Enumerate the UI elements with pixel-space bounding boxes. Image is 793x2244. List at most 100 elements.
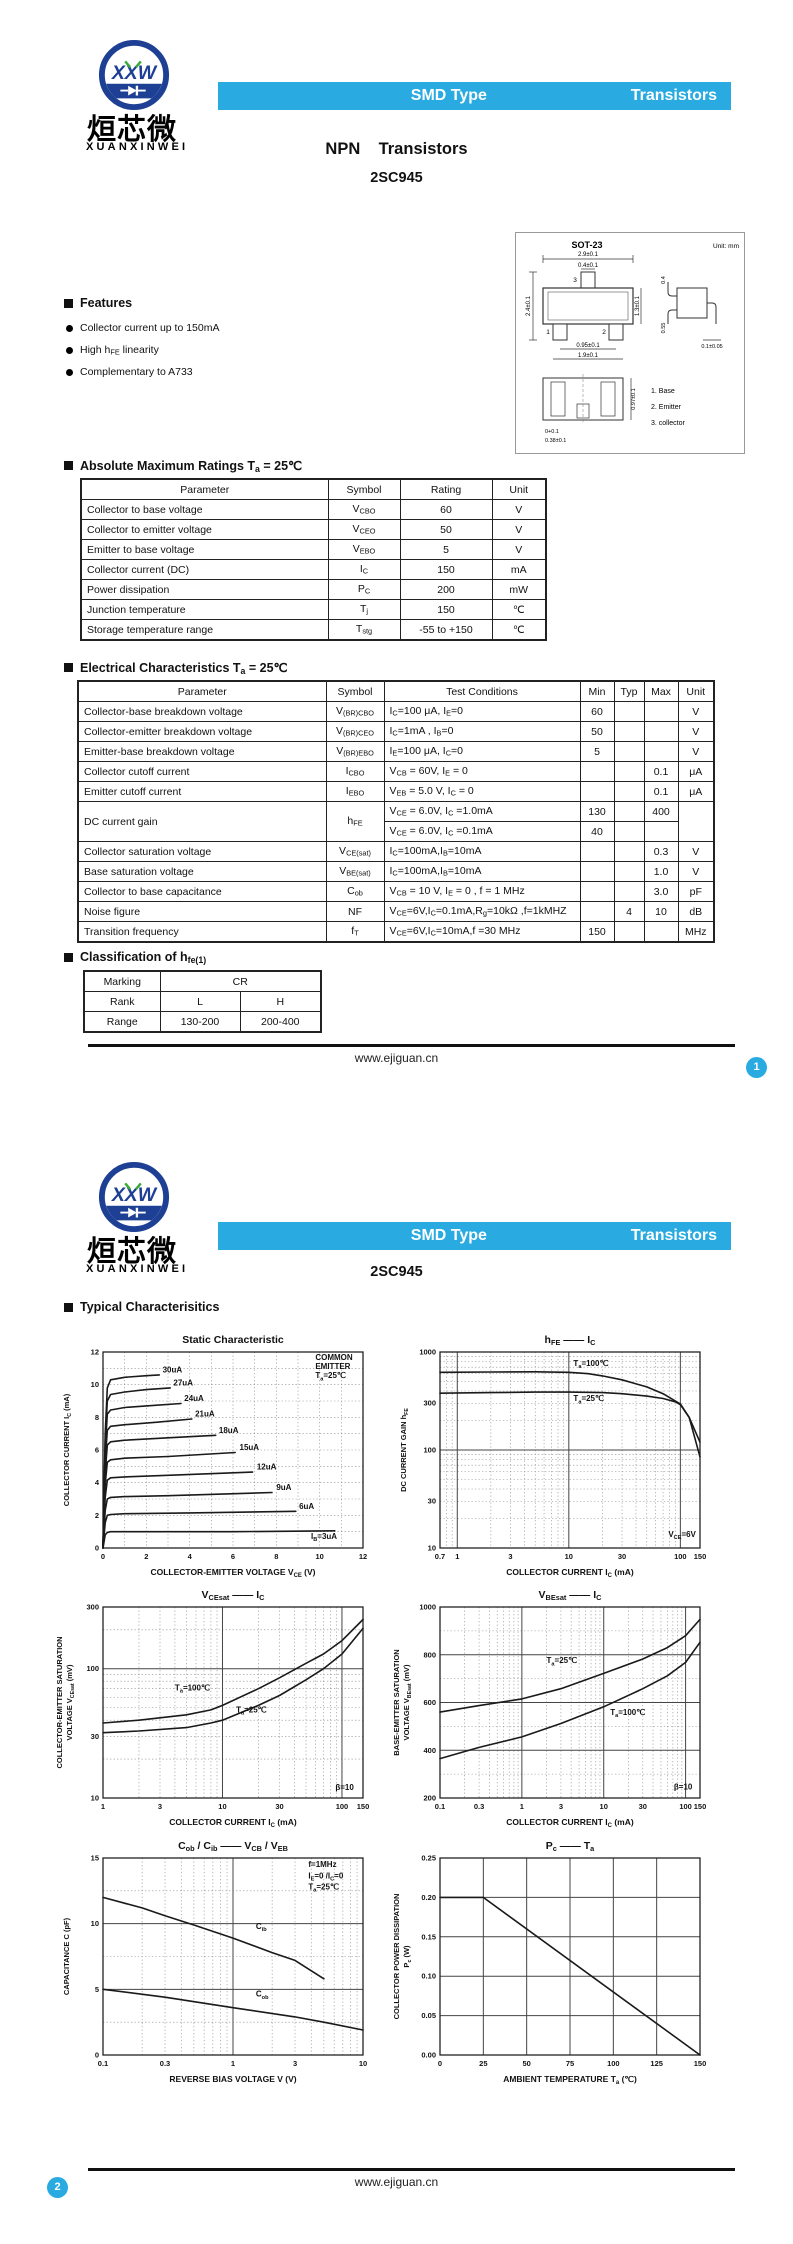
table-cell: Collector to base voltage <box>80 499 329 520</box>
chart-annotation: Ta=25℃ <box>308 1883 339 1894</box>
table-cell: 4 <box>613 901 645 922</box>
table-row: Collector saturation voltage VCE(sat) IC=1… <box>77 841 715 862</box>
classification-heading-label: Classification of hfe(1) <box>80 950 207 965</box>
chart-annotation: f=1MHz <box>308 1860 336 1869</box>
typical-characteristics-label: Typical Characterisitics <box>80 1300 220 1314</box>
table-header-cell: Parameter <box>77 680 327 702</box>
table-cell: IEBO <box>325 781 385 802</box>
table-cell: Emitter-base breakdown voltage <box>77 741 327 762</box>
feature-item: Collector current up to 150mA <box>66 322 219 334</box>
table-cell: Emitter cutoff current <box>77 781 327 802</box>
chart-canvas: 0.7 1 3 10 30 100 150 10 30 100 300 1000 Ta=100℃ Ta=2… <box>399 1334 706 1579</box>
chart-annotation: 18uA <box>219 1426 239 1435</box>
x-tick-label: 0 <box>101 1552 105 1561</box>
table-cell: 50 <box>399 519 493 540</box>
logo-chinese-name: 烜芯微 <box>87 1236 178 1268</box>
plot-border <box>439 1606 701 1799</box>
table-cell <box>613 781 645 802</box>
table-cell <box>579 861 615 882</box>
elec-heading-label: Electrical Characteristics Ta = 25℃ <box>80 661 288 676</box>
x-tick-label: 150 <box>694 1802 707 1811</box>
table-cell: 60 <box>399 499 493 520</box>
table-row: Collector to base voltage VCBO 60 V <box>80 499 547 520</box>
chart-annotation: Ta=100℃ <box>610 1708 645 1719</box>
table-cell: 50 <box>579 721 615 742</box>
y-tick-label: 10 <box>91 1919 99 1928</box>
pin1-number: 1 <box>546 329 550 336</box>
table-header-cell: Unit <box>677 680 715 702</box>
chart-annotation: Ta=100℃ <box>573 1359 608 1370</box>
chart-vbesat-vs-ic: 0.1 0.3 1 3 10 30 100 150 200 400 600 800 1000 Ta=25℃… <box>392 1583 722 1838</box>
table-cell: V <box>677 721 715 742</box>
table-cell: MHz <box>677 921 715 943</box>
chart-hfe-vs-ic: 0.7 1 3 10 30 100 150 10 30 100 300 1000 Ta=100℃ Ta=2… <box>392 1326 722 1583</box>
series-line-ta-25c <box>439 1391 701 1458</box>
dim-pin-width: 0.4±0.1 <box>578 263 599 269</box>
x-tick-label: 150 <box>694 2059 707 2068</box>
table-cell: μA <box>677 761 715 782</box>
bullet-icon <box>66 346 73 354</box>
x-axis-label: REVERSE BIAS VOLTAGE V (V) <box>169 2074 296 2084</box>
footer-divider <box>88 2168 735 2171</box>
table-row: Collector cutoff current ICBO VCB = 60V, I… <box>77 761 715 782</box>
y-tick-label: 300 <box>86 1603 99 1612</box>
series-line-cib <box>102 1896 325 1980</box>
chart-canvas: 0 25 50 75 100 125 150 0.00 0.05 0.10 0.15 0.20 0.25… <box>392 1840 707 2086</box>
y-tick-label: 600 <box>423 1698 436 1707</box>
table-cell <box>643 741 679 762</box>
y-tick-label: 1000 <box>419 1603 436 1612</box>
y-axis-label: DC CURRENT GAIN hFE <box>399 1408 410 1492</box>
y-tick-label: 8 <box>95 1413 99 1422</box>
y-tick-label: 30 <box>428 1497 436 1506</box>
series-line-ib-12ua <box>102 1471 254 1549</box>
table-header-cell: Typ <box>613 680 645 702</box>
table-cell: mW <box>491 579 547 600</box>
table-cell: 200 <box>399 579 493 600</box>
x-tick-label: 75 <box>566 2059 574 2068</box>
package-name: SOT-23 <box>571 240 602 250</box>
table-cell: Power dissipation <box>80 579 329 600</box>
table-cell: VCB = 60V, IE = 0 <box>383 761 581 782</box>
chart-title: hFE —— IC <box>545 1334 597 1347</box>
x-tick-label: 1 <box>520 1802 524 1811</box>
table-cell: Collector saturation voltage <box>77 841 327 862</box>
y-axis-label: Pc (W) <box>402 1945 413 1968</box>
chart-annotation: Cib <box>256 1922 267 1933</box>
y-tick-label: 0.20 <box>421 1893 436 1902</box>
table-cell: mA <box>491 559 547 580</box>
x-tick-label: 150 <box>357 1802 370 1811</box>
table-row: Marking CR <box>83 970 322 992</box>
y-axis-label: BASE-EMITTER SATURATION <box>392 1649 401 1755</box>
x-tick-label: 10 <box>218 1802 226 1811</box>
elec-table: Parameter Symbol Test Conditions Min Typ Max U… <box>77 680 715 943</box>
x-tick-label: 1 <box>455 1552 459 1561</box>
table-cell: IC <box>327 559 401 580</box>
plot-border <box>102 1857 364 2056</box>
table-cell: VCE=6V,IC=10mA,f =30 MHz <box>383 921 581 943</box>
chart-canvas: 1 3 10 30 100 150 10 30 100 300 Ta=100℃ Ta=25℃ β=10 V… <box>55 1589 370 1829</box>
x-tick-label: 3 <box>559 1802 563 1811</box>
chart-annotation: Ta=25℃ <box>547 1656 578 1667</box>
x-tick-label: 100 <box>607 2059 620 2068</box>
pin3-number: 3 <box>573 277 577 284</box>
table-cell: VCB = 10 V, IE = 0 , f = 1 MHz <box>383 881 581 902</box>
x-tick-label: 0.7 <box>435 1552 445 1561</box>
table-cell: CR <box>159 970 322 992</box>
y-tick-label: 5 <box>95 1985 99 1994</box>
table-row: Junction temperature Tj 150 ℃ <box>80 599 547 620</box>
table-cell <box>579 901 615 922</box>
banner-left-label: SMD Type <box>410 87 487 104</box>
x-axis-label: COLLECTOR CURRENT IC (mA) <box>506 1817 634 1829</box>
logo-chinese-name: 烜芯微 <box>87 114 178 146</box>
table-cell: Marking <box>83 970 161 992</box>
x-tick-label: 30 <box>639 1802 647 1811</box>
pin-legend-collector: 3. collector <box>651 420 686 427</box>
table-cell: VCE(sat) <box>325 841 385 862</box>
section-square-icon <box>64 298 73 308</box>
y-tick-label: 100 <box>86 1664 99 1673</box>
chart-annotation: Ta=25℃ <box>573 1394 604 1405</box>
y-tick-label: 300 <box>423 1399 436 1408</box>
series-line-ta-25c <box>102 1627 364 1734</box>
classification-table: Marking CR Rank L H Range 130-200 200-400 <box>83 970 323 1033</box>
y-axis-label: COLLECTOR CURRENT IC (mA) <box>62 1393 73 1506</box>
